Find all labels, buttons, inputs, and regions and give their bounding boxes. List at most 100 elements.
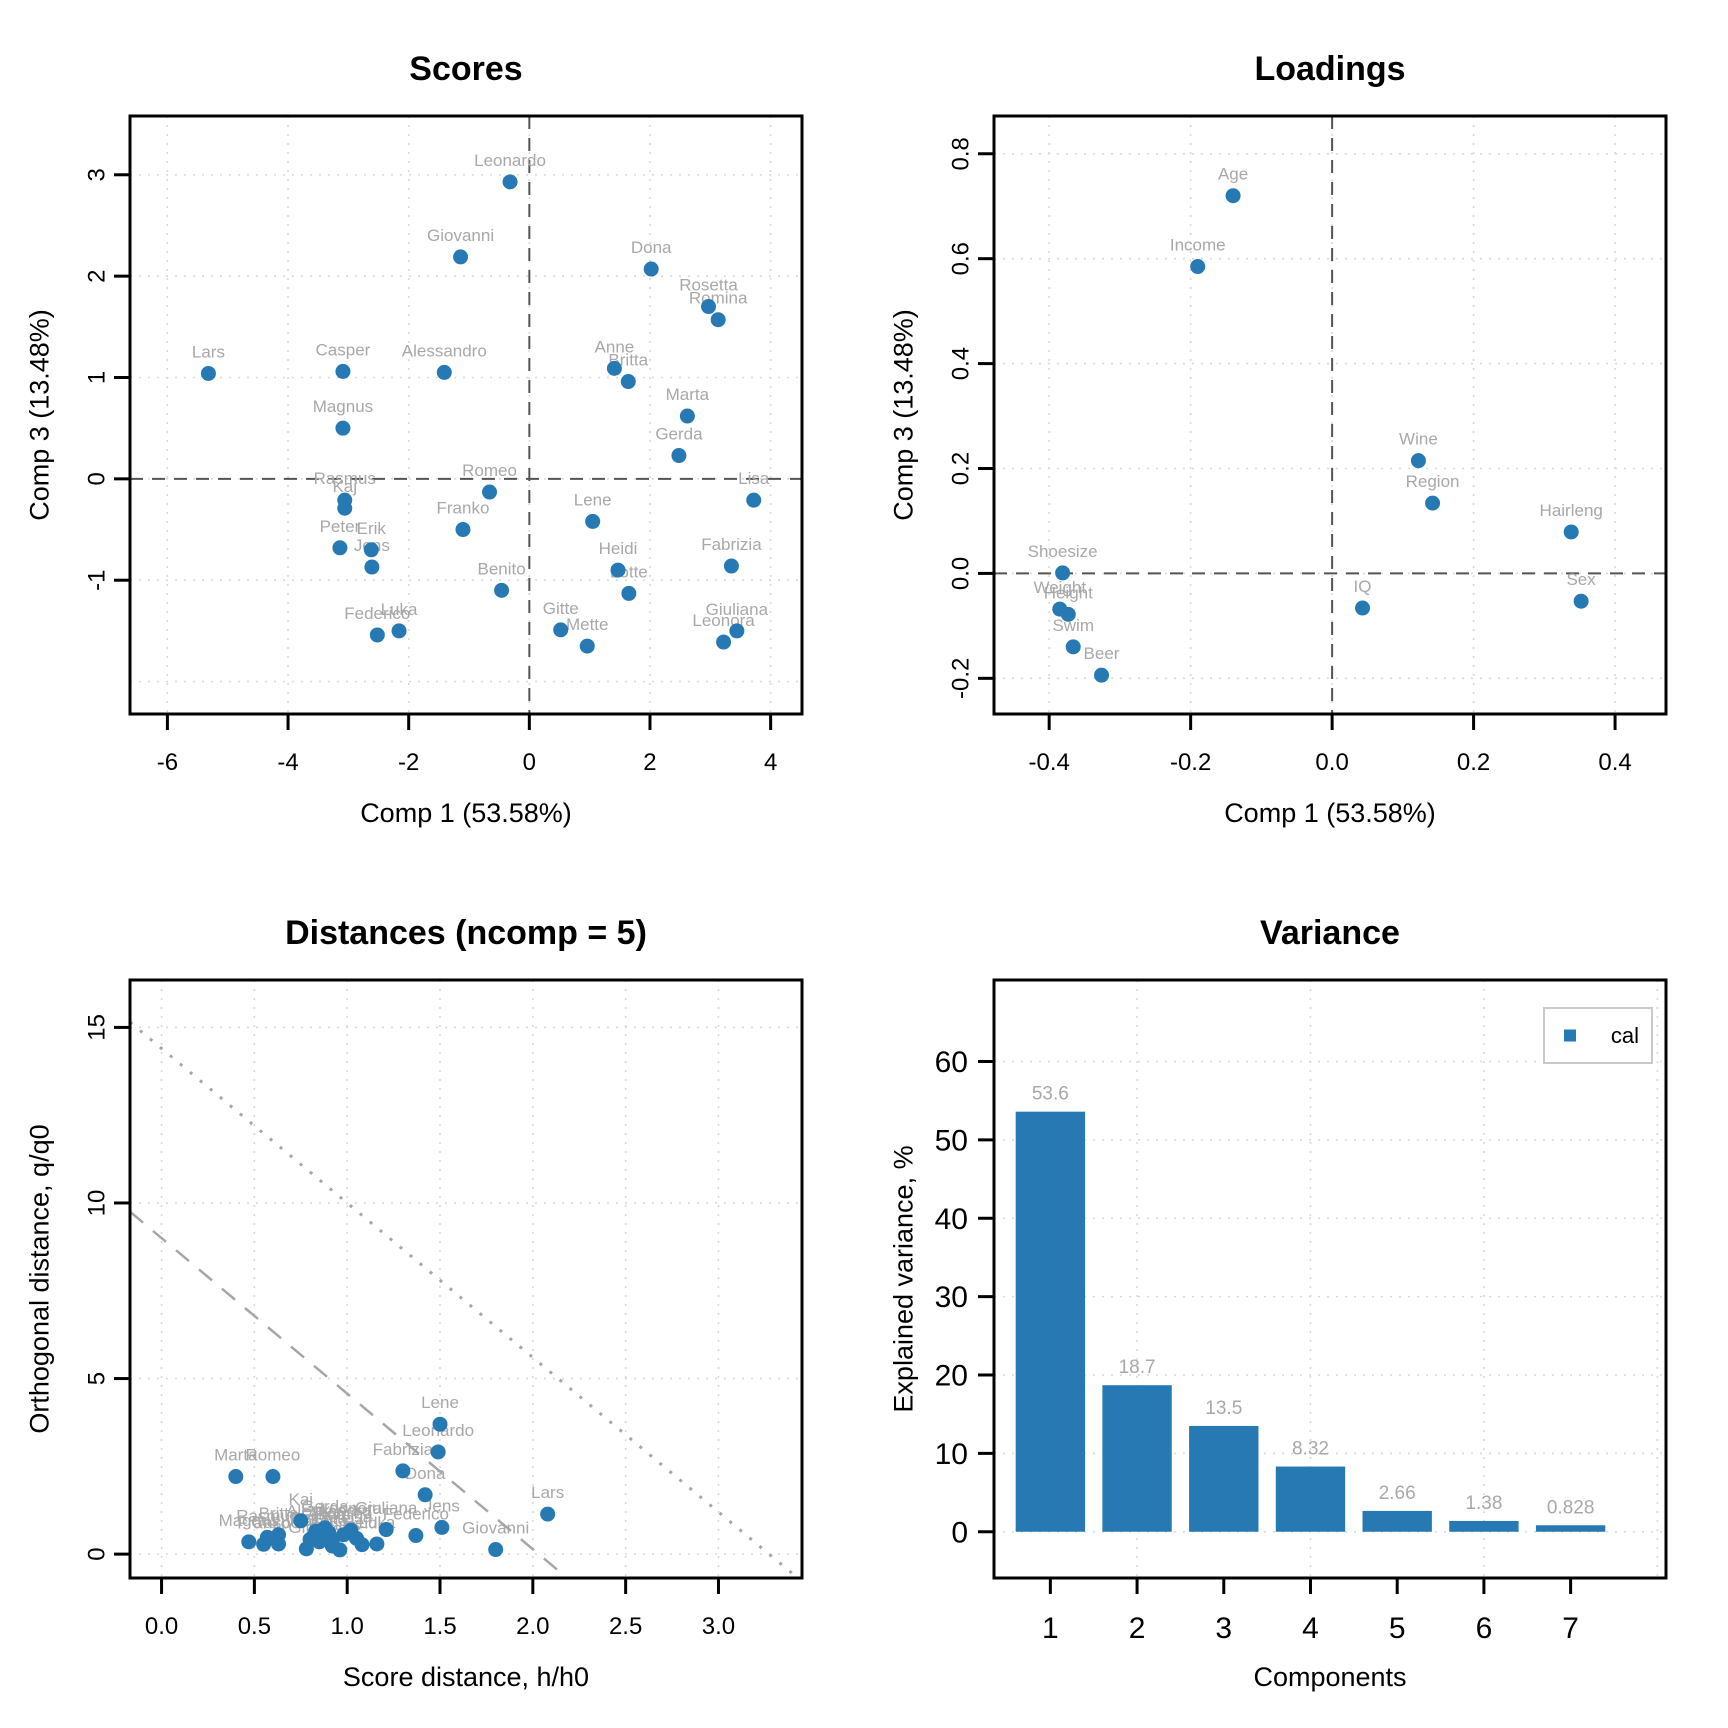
data-point: [432, 1416, 448, 1432]
data-point: [716, 634, 732, 650]
bar: [1189, 1425, 1259, 1532]
point-label: Kaj: [288, 1490, 313, 1509]
bar: [1362, 1510, 1432, 1532]
data-point: [430, 1444, 446, 1460]
data-point: [553, 622, 569, 638]
x-tick-label: 4: [1302, 1612, 1319, 1645]
point-label: Casper: [251, 1513, 306, 1532]
y-tick-label: 60: [935, 1046, 968, 1079]
data-point: [453, 249, 469, 265]
point-label: Beer: [1084, 644, 1120, 663]
y-tick-label: 1: [83, 371, 110, 384]
data-point: [502, 174, 518, 190]
y-tick-label: 0: [83, 1547, 110, 1560]
point-label: Lisa: [341, 1507, 373, 1526]
data-point: [643, 261, 659, 277]
data-point: [354, 1537, 370, 1553]
data-point: [1065, 639, 1081, 655]
y-tick-label: 2: [83, 269, 110, 282]
variance-title: Variance: [1260, 914, 1400, 952]
point-label: Jens: [424, 1496, 460, 1515]
point-label: Romeo: [462, 461, 517, 480]
data-point: [369, 1536, 385, 1552]
point-label: Kaj: [332, 477, 357, 496]
data-point: [241, 1534, 257, 1550]
data-point: [494, 582, 510, 598]
x-tick-label: 0.5: [238, 1613, 271, 1640]
data-point: [363, 542, 379, 558]
point-label: Magnus: [219, 1511, 279, 1530]
point-label: Federico: [383, 1505, 449, 1524]
data-point: [1094, 667, 1110, 683]
point-label: Age: [1218, 165, 1248, 184]
distances-plot: MartaRomeoMagnusFrankoRasmusBrittaCasper…: [83, 978, 804, 1640]
x-tick-label: 0.2: [1457, 749, 1490, 776]
x-tick-label: -0.4: [1028, 749, 1069, 776]
point-label: Anne: [595, 337, 635, 356]
panel-variance: 53.6 18.7 13.5 8.32 2.66 1.38 0.828 1 2 3 4 5 6 7 0 10 2…: [864, 864, 1728, 1728]
plot-box: [128, 114, 804, 716]
y-tick-label: 0: [951, 1516, 968, 1549]
x-tick-label: 4: [764, 749, 777, 776]
point-label: Dona: [631, 238, 672, 257]
panel-scores: LarsCasperMagnusRasmusKajPeterErikJensFe…: [0, 0, 864, 864]
point-label: Leonora: [320, 1499, 383, 1518]
data-point: [482, 484, 498, 500]
bar-value-label: 18.7: [1119, 1357, 1156, 1378]
data-point: [1410, 453, 1426, 469]
data-point: [337, 500, 353, 516]
data-point: [1060, 606, 1076, 622]
point-label: Giuliana: [355, 1499, 418, 1518]
point-label: Giuliana: [706, 600, 769, 619]
x-tick-label: 5: [1389, 1612, 1406, 1645]
point-label: Dona: [405, 1464, 446, 1483]
data-point: [488, 1542, 504, 1558]
data-point: [1190, 259, 1206, 275]
scores-y-axis-title: Comp 3 (13.48%): [24, 309, 55, 521]
point-label: Gerda: [301, 1497, 349, 1516]
loadings-title: Loadings: [1254, 50, 1406, 88]
bar-value-label: 2.66: [1379, 1483, 1416, 1504]
data-point: [1425, 495, 1441, 511]
scores-title: Scores: [409, 50, 523, 88]
y-tick-label: 0.6: [947, 242, 974, 275]
scores-plot: LarsCasperMagnusRasmusKajPeterErikJensFe…: [83, 114, 804, 776]
plot-box: [992, 114, 1668, 716]
y-tick-label: 50: [935, 1124, 968, 1157]
point-label: Fabrizia: [701, 535, 762, 554]
distances-title: Distances (ncomp = 5): [285, 914, 647, 952]
loadings-y-axis-title: Comp 3 (13.48%): [888, 309, 919, 521]
data-point: [729, 623, 745, 639]
x-tick-label: 0.0: [1315, 749, 1348, 776]
point-label: Alessandro: [286, 1501, 371, 1520]
bar: [1275, 1466, 1346, 1532]
x-tick-label: 0: [523, 749, 536, 776]
y-tick-label: 3: [83, 168, 110, 181]
x-tick-label: 2: [643, 749, 656, 776]
point-label: Weight: [1033, 578, 1086, 597]
x-tick-label: 6: [1476, 1612, 1493, 1645]
data-point: [710, 312, 726, 328]
point-label: Height: [1044, 583, 1093, 602]
point-label: Marta: [666, 385, 710, 404]
data-point: [1055, 565, 1071, 581]
y-tick-label: 30: [935, 1281, 968, 1314]
point-label: Marta: [214, 1446, 258, 1465]
point-label: Franko: [437, 499, 490, 518]
point-label: Britta: [259, 1504, 299, 1523]
data-point: [335, 363, 351, 379]
data-point: [335, 420, 351, 436]
point-label: Hairleng: [1540, 501, 1603, 520]
data-point: [259, 1529, 275, 1545]
bar-value-label: 53.6: [1032, 1084, 1069, 1105]
point-label: Income: [1170, 236, 1226, 255]
data-point: [579, 638, 595, 654]
x-tick-label: 1: [1042, 1612, 1059, 1645]
y-tick-label: 0: [83, 472, 110, 485]
data-point: [436, 364, 452, 380]
point-label: Rosetta: [679, 276, 738, 295]
data-point: [606, 360, 622, 376]
x-tick-label: -4: [277, 749, 298, 776]
point-label: Romina: [689, 289, 748, 308]
